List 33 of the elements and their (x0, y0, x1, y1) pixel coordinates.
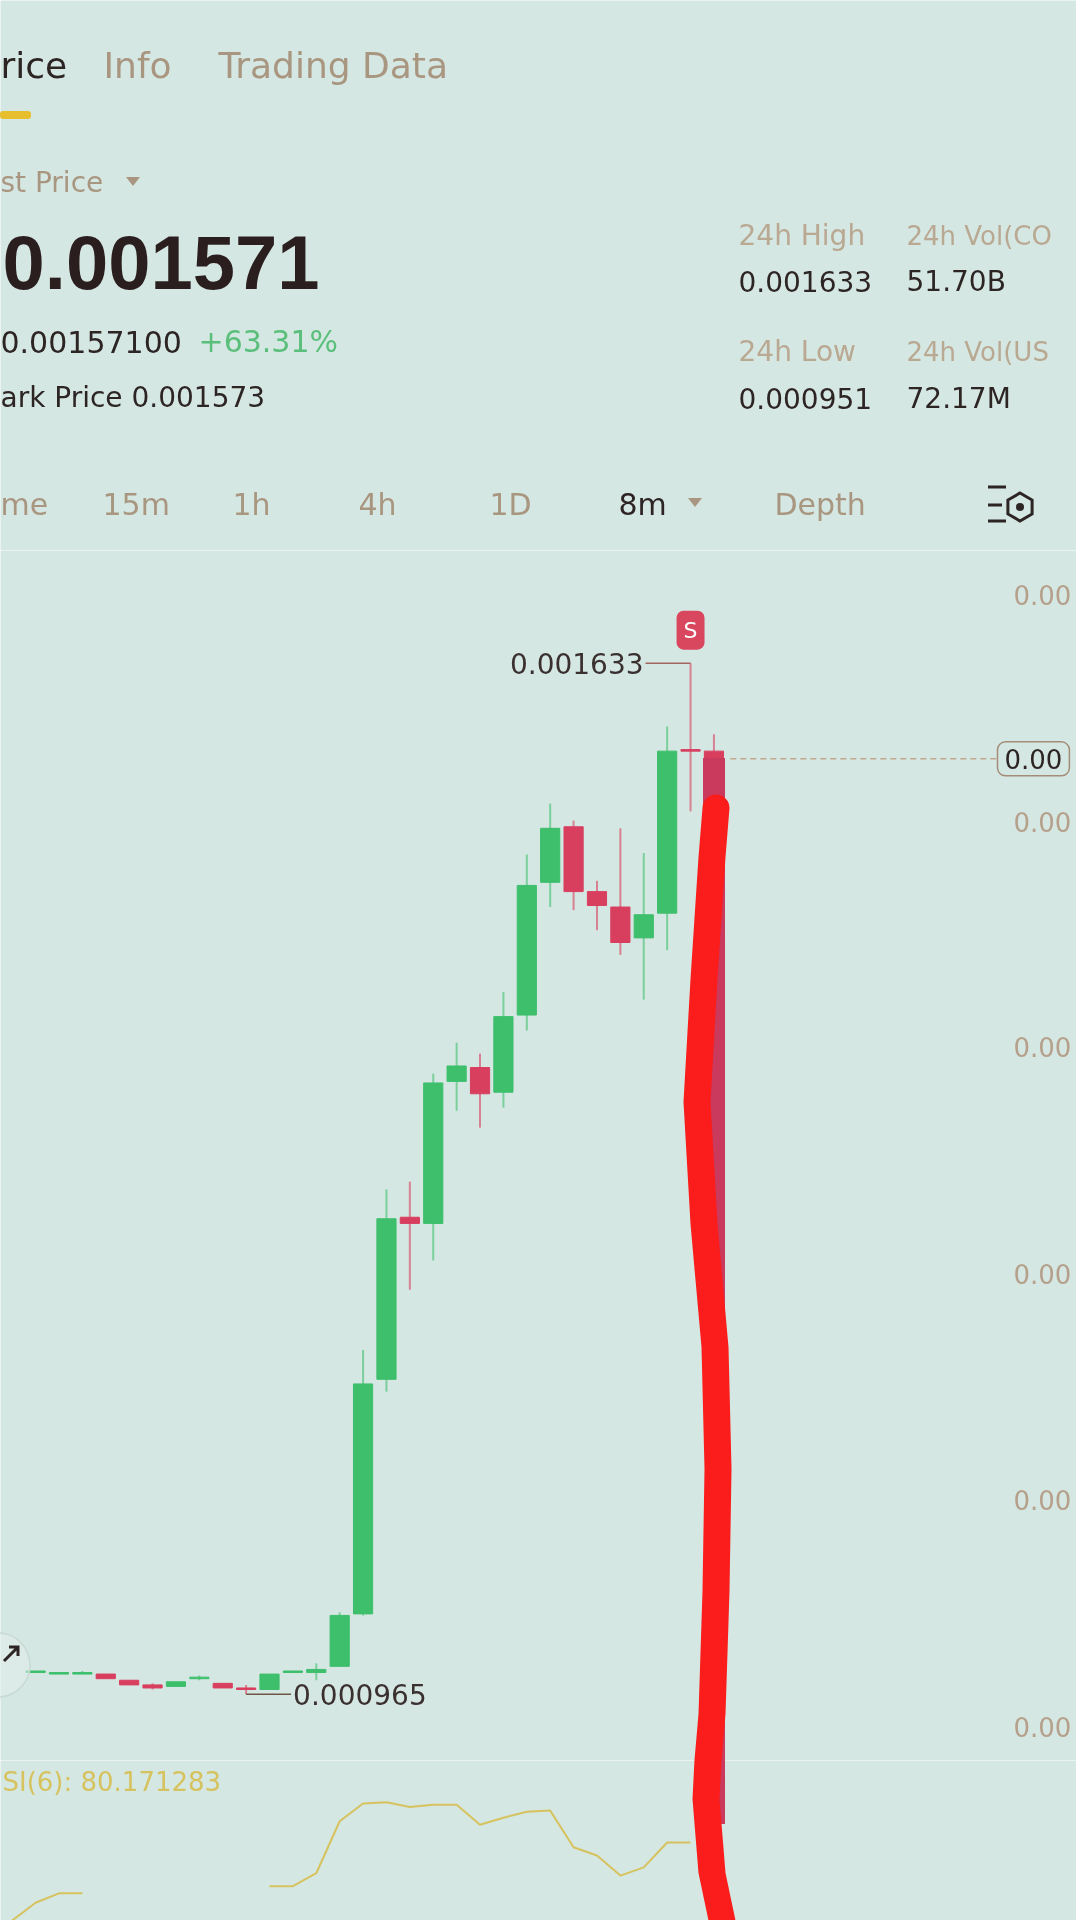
text: Depth (774, 487, 866, 522)
text: SI(6): 80.171283 (2, 1766, 222, 1797)
text: st Price (0, 166, 104, 199)
text: Trading Data (217, 45, 448, 86)
text: +63.31% (198, 324, 339, 359)
y-tick-label: 0.00 (1013, 1485, 1072, 1516)
text: 24h High (738, 219, 866, 252)
text: 0.001571 (2, 220, 320, 305)
text: 24h Vol(US (906, 336, 1049, 367)
text: 72.17M (906, 382, 1011, 415)
y-tick-label: 0.00 (1013, 1033, 1072, 1064)
text: 15m (102, 487, 170, 522)
annotation: 0.000965 (293, 1678, 427, 1712)
text: 24h Vol(CO (906, 220, 1052, 251)
y-tick-label: 0.00 (1013, 1712, 1072, 1743)
text: 1D (489, 487, 532, 522)
y-tick-label: 0.00 (1013, 808, 1072, 839)
annotation: 0.001633 (509, 647, 644, 681)
text: rice (0, 45, 68, 86)
annotation: S (683, 617, 698, 643)
text: 1h (232, 487, 271, 522)
text: 51.70B (906, 265, 1006, 298)
text: ark Price 0.001573 (0, 381, 266, 414)
y-tick-label: 0.00 (1013, 1260, 1072, 1291)
text: 0.001633 (738, 266, 873, 299)
text: 24h Low (738, 335, 856, 368)
text: me (0, 487, 49, 522)
y-tick-label: 0.00 (1013, 581, 1072, 612)
text: 4h (358, 487, 397, 522)
text: Info (103, 45, 172, 86)
text: 8m (618, 487, 667, 522)
text: 0.00157100 (0, 324, 182, 360)
text: 0.000951 (738, 383, 873, 416)
